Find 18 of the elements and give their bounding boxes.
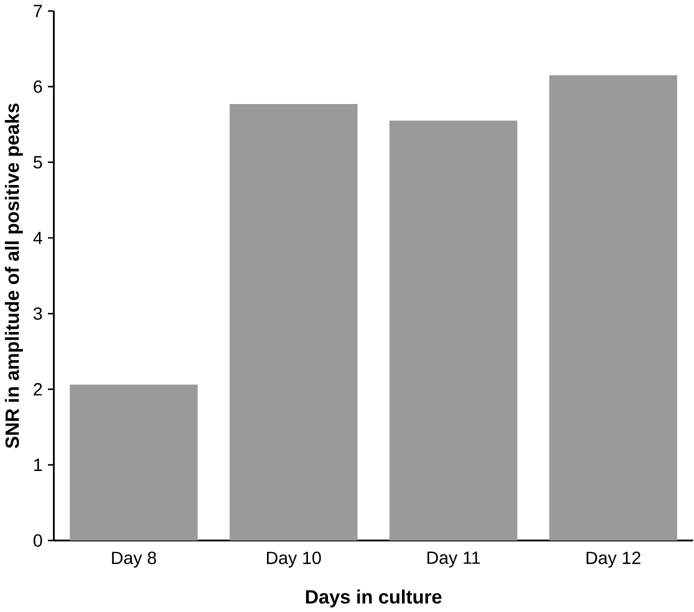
bar: [70, 384, 198, 540]
y-tick-label: 5: [34, 156, 42, 168]
y-tick-label: 1: [34, 458, 42, 471]
y-tick-label: 3: [34, 307, 42, 320]
x-tick-label: Day 11: [427, 551, 480, 568]
bar: [389, 120, 518, 540]
y-axis-title: SNR in amplitude of all positive peaks: [4, 103, 23, 448]
x-tick-label: Day 10: [267, 551, 321, 568]
y-tick-label: 4: [33, 232, 42, 244]
y-tick-label: 6: [34, 80, 42, 93]
y-tick-label: 2: [34, 382, 42, 396]
bar: [549, 75, 678, 540]
bar: [230, 104, 358, 540]
x-tick-label: Day 12: [586, 551, 640, 568]
y-tick-label: 7: [34, 4, 42, 17]
y-tick-label: 0: [34, 534, 42, 547]
x-tick-label: Day 8: [112, 551, 156, 568]
x-axis-title: Days in culture: [306, 589, 442, 608]
